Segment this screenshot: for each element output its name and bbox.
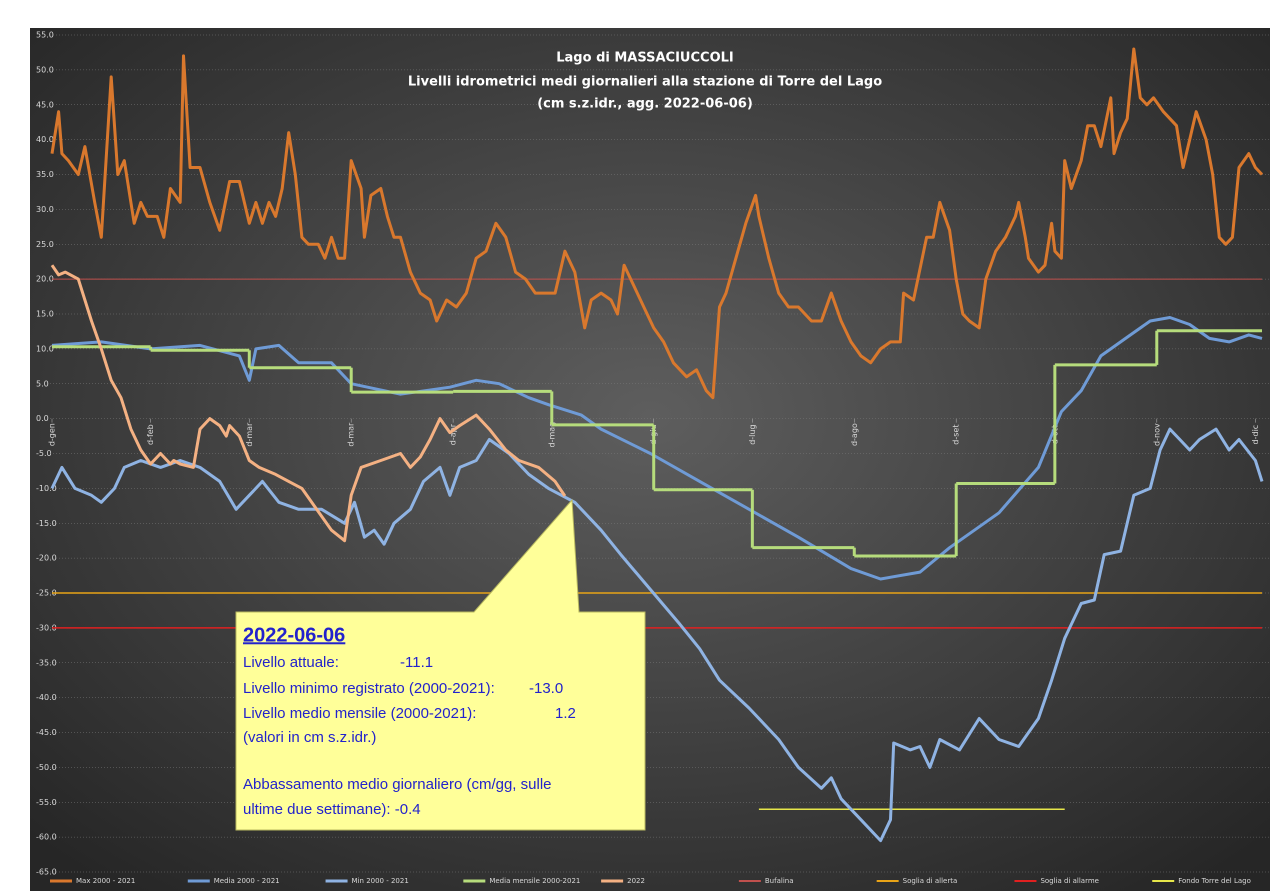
y-tick-label: 45.0: [36, 100, 54, 109]
x-tick-label: d-dic: [1251, 425, 1260, 445]
y-tick-label: -50.0: [36, 763, 57, 772]
legend-label: Soglia di allarme: [1040, 877, 1099, 885]
series-line: [50, 264, 567, 543]
legend-label: Fondo Torre del Lago: [1178, 877, 1251, 885]
callout-label: Livello attuale:: [243, 654, 339, 671]
legend-label: Soglia di allerta: [903, 877, 958, 885]
callout-value: -13.0: [529, 680, 563, 697]
chart-title: Lago di MASSACIUCCOLI: [556, 51, 734, 66]
x-tick-label: d-gen: [48, 423, 57, 446]
y-tick-label: -25.0: [36, 589, 57, 598]
y-tick-label: -30.0: [36, 623, 57, 632]
callout-label: Livello medio mensile (2000-2021):: [243, 705, 476, 722]
x-tick-label: d-apr: [449, 423, 458, 445]
callout-label: Livello minimo registrato (2000-2021):: [243, 680, 495, 697]
y-tick-label: 10.0: [36, 344, 54, 353]
legend-label: 2022: [627, 877, 645, 885]
y-tick-label: 55.0: [36, 31, 54, 40]
y-tick-label: -20.0: [36, 554, 57, 563]
legend-label: Bufalina: [765, 877, 794, 885]
x-tick-label: d-lug: [748, 424, 757, 444]
legend-label: Media 2000 - 2021: [214, 877, 280, 885]
y-tick-label: -5.0: [36, 449, 52, 458]
callout-text: Abbassamento medio giornaliero (cm/gg, s…: [243, 776, 552, 793]
x-tick-label: d-ago: [850, 423, 859, 446]
legend-label: Min 2000 - 2021: [352, 877, 409, 885]
callout: 2022-06-06 Livello attuale: -11.1 Livell…: [235, 498, 646, 831]
y-tick-label: -65.0: [36, 868, 57, 877]
x-tick-label: d-mag: [547, 422, 556, 448]
y-tick-label: 35.0: [36, 170, 54, 179]
x-tick-label: d-feb: [146, 424, 155, 445]
legend-label: Max 2000 - 2021: [76, 877, 135, 885]
y-tick-label: -45.0: [36, 728, 57, 737]
callout-text: ultime due settimane): -0.4: [243, 801, 421, 818]
y-tick-label: -40.0: [36, 693, 57, 702]
y-tick-label: -10.0: [36, 484, 57, 493]
y-tick-label: -15.0: [36, 519, 57, 528]
chart-subtitle: Livelli idrometrici medi giornalieri all…: [408, 75, 882, 90]
series-line: [50, 47, 1264, 400]
y-tick-label: 5.0: [36, 379, 49, 388]
callout-value: -11.1: [400, 654, 433, 671]
y-tick-label: -35.0: [36, 658, 57, 667]
chart-subtitle: (cm s.z.idr., agg. 2022-06-06): [537, 97, 753, 112]
y-tick-label: 50.0: [36, 65, 54, 74]
callout-note: (valori in cm s.z.idr.): [243, 729, 376, 746]
plot-area: 55.0 50.0 45.0 40.0 35.0 30.0 25.0 20.0 15.0 10.0…: [36, 31, 1270, 877]
series-line: [50, 427, 1264, 843]
y-tick-label: 30.0: [36, 205, 54, 214]
y-tick-label: 0.0: [36, 414, 49, 423]
callout-value: 1.2: [555, 705, 576, 722]
y-tick-label: 25.0: [36, 240, 54, 249]
y-tick-label: -55.0: [36, 798, 57, 807]
x-tick-label: d-mar: [245, 422, 254, 447]
y-tick-label: -60.0: [36, 833, 57, 842]
x-tick-label: d-mar: [347, 422, 356, 447]
legend-label: Media mensile 2000-2021: [489, 877, 580, 885]
y-tick-label: 20.0: [36, 275, 54, 284]
x-tick-label: d-nov: [1152, 423, 1161, 446]
series-line: [51, 316, 1263, 581]
x-tick-label: d-set: [952, 425, 961, 445]
y-tick-label: 15.0: [36, 310, 54, 319]
legend: Max 2000 - 2021 Media 2000 - 2021 Min 2000…: [50, 877, 1251, 885]
chart-background: [30, 28, 1270, 891]
callout-box: [235, 498, 646, 831]
callout-heading: 2022-06-06: [243, 624, 345, 646]
y-tick-label: 40.0: [36, 135, 54, 144]
